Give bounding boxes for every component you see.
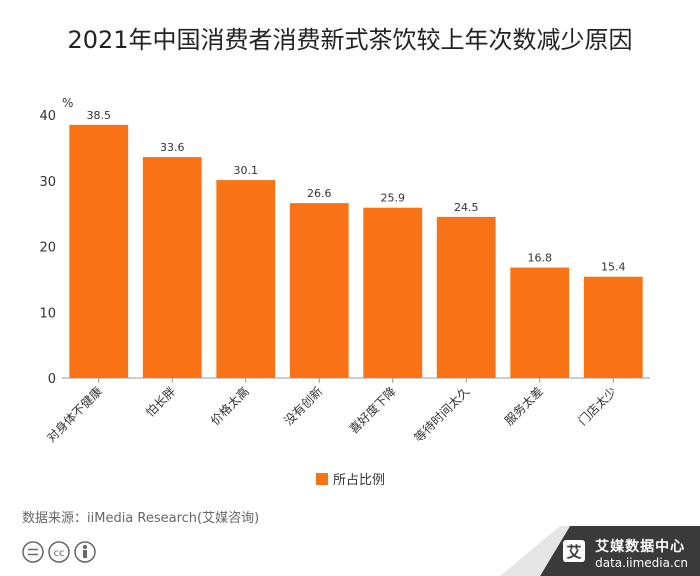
equal-icon: [22, 541, 44, 563]
brand-banner: 艾 艾媒数据中心 data.iimedia.cn: [500, 526, 700, 576]
data-source: 数据来源：iiMedia Research(艾媒咨询): [22, 511, 260, 526]
bar: [363, 207, 423, 378]
brand-logo-icon: 艾: [563, 540, 585, 562]
bar: [436, 216, 496, 378]
bar: [583, 276, 643, 378]
bar: [510, 267, 570, 378]
data-label: 24.5: [454, 201, 479, 214]
x-tick-label: 喜好度下降: [346, 384, 399, 437]
chart-title: 2021年中国消费者消费新式茶饮较上年次数减少原因: [67, 26, 633, 54]
bar-chart: % 0 10 20 30 40 38.5 对身体不健康 33.6 怕长胖 30.1 价格太高 26.6 没…: [39, 96, 650, 488]
data-label: 30.1: [234, 164, 259, 177]
license-icons: cc: [22, 541, 96, 563]
y-tick-label: 20: [39, 241, 56, 256]
x-tick-label: 价格太高: [207, 384, 252, 429]
data-label: 16.8: [528, 252, 553, 265]
person-icon: [74, 541, 96, 563]
brand-logo-char: 艾: [566, 543, 581, 561]
brand-url: data.iimedia.cn: [595, 556, 688, 570]
bar: [216, 180, 276, 378]
x-tick-label: 服务太差: [501, 384, 546, 429]
data-label: 38.5: [87, 109, 112, 122]
x-tick-label: 怕长胖: [142, 384, 178, 420]
legend-swatch: [316, 473, 328, 485]
svg-text:cc: cc: [54, 548, 65, 559]
x-tick-label: 门店太少: [575, 384, 620, 429]
cc-icon: cc: [48, 541, 70, 563]
bar: [142, 157, 202, 378]
data-label: 15.4: [601, 261, 626, 274]
data-label: 33.6: [160, 141, 185, 154]
brand-background: [500, 526, 700, 576]
x-tick-label: 等待时间太久: [411, 384, 473, 446]
y-tick-label: 40: [39, 109, 56, 124]
bar: [289, 203, 349, 378]
data-label: 26.6: [307, 187, 332, 200]
legend-label: 所占比例: [333, 473, 385, 488]
y-tick-label: 0: [48, 372, 56, 387]
y-axis-unit: %: [62, 96, 73, 110]
brand-name: 艾媒数据中心: [595, 539, 686, 555]
data-label: 25.9: [381, 192, 406, 205]
x-tick-label: 对身体不健康: [43, 384, 105, 446]
x-tick-label: 没有创新: [281, 384, 326, 429]
bar: [69, 124, 129, 378]
y-tick-label: 30: [39, 175, 56, 190]
y-tick-label: 10: [39, 306, 56, 321]
